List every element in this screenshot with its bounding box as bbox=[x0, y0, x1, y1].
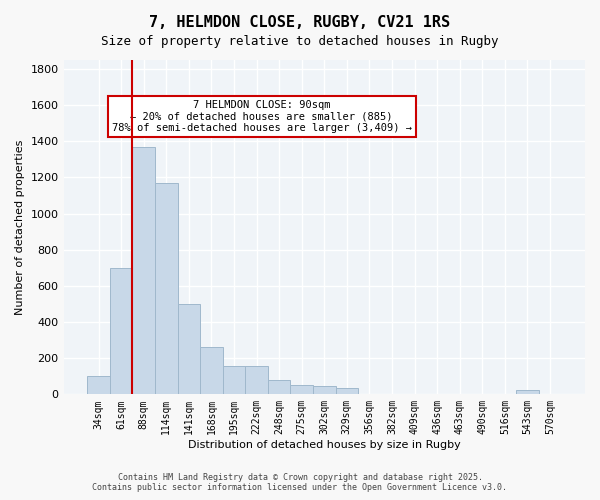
Bar bbox=[155, 183, 178, 394]
Bar bbox=[290, 386, 313, 394]
Bar bbox=[335, 388, 358, 394]
Bar bbox=[87, 376, 110, 394]
Y-axis label: Number of detached properties: Number of detached properties bbox=[15, 140, 25, 315]
Bar bbox=[178, 304, 200, 394]
Text: 7, HELMDON CLOSE, RUGBY, CV21 1RS: 7, HELMDON CLOSE, RUGBY, CV21 1RS bbox=[149, 15, 451, 30]
Bar bbox=[313, 386, 335, 394]
Bar bbox=[245, 366, 268, 394]
Bar bbox=[110, 268, 133, 394]
Bar bbox=[516, 390, 539, 394]
Bar bbox=[133, 146, 155, 394]
Text: 7 HELMDON CLOSE: 90sqm
← 20% of detached houses are smaller (885)
78% of semi-de: 7 HELMDON CLOSE: 90sqm ← 20% of detached… bbox=[112, 100, 412, 134]
Bar bbox=[268, 380, 290, 394]
Bar bbox=[223, 366, 245, 394]
X-axis label: Distribution of detached houses by size in Rugby: Distribution of detached houses by size … bbox=[188, 440, 461, 450]
Text: Size of property relative to detached houses in Rugby: Size of property relative to detached ho… bbox=[101, 35, 499, 48]
Bar bbox=[200, 348, 223, 395]
Text: Contains HM Land Registry data © Crown copyright and database right 2025.
Contai: Contains HM Land Registry data © Crown c… bbox=[92, 473, 508, 492]
